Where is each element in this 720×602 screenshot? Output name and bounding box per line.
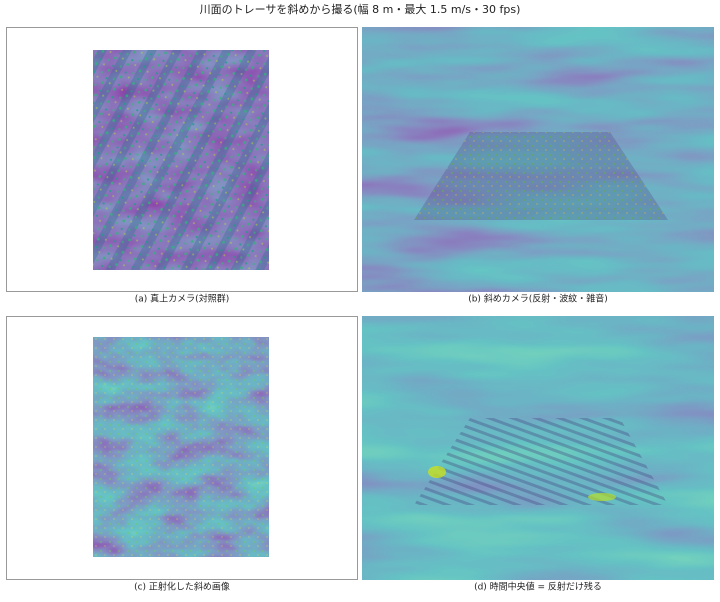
- tracer-dots: [93, 50, 269, 270]
- tracer-region-shade: [414, 132, 668, 220]
- reflection: [588, 493, 616, 501]
- panel-caption: (d) 時間中央値 = 反射だけ残る: [474, 581, 602, 593]
- panel-caption: (b) 斜めカメラ(反射・波紋・雑音): [468, 293, 608, 305]
- residual-region: [414, 418, 668, 505]
- figure-title: 川面のトレーサを斜めから撮る(幅 8 m・最大 1.5 m/s・30 fps): [200, 2, 521, 16]
- panel-caption: (c) 正射化した斜め画像: [134, 581, 230, 593]
- reflection: [428, 466, 446, 478]
- panel-caption: (a) 真上カメラ(対照群): [135, 293, 229, 305]
- tracer-region: [414, 132, 668, 220]
- tracer-dots: [93, 337, 269, 557]
